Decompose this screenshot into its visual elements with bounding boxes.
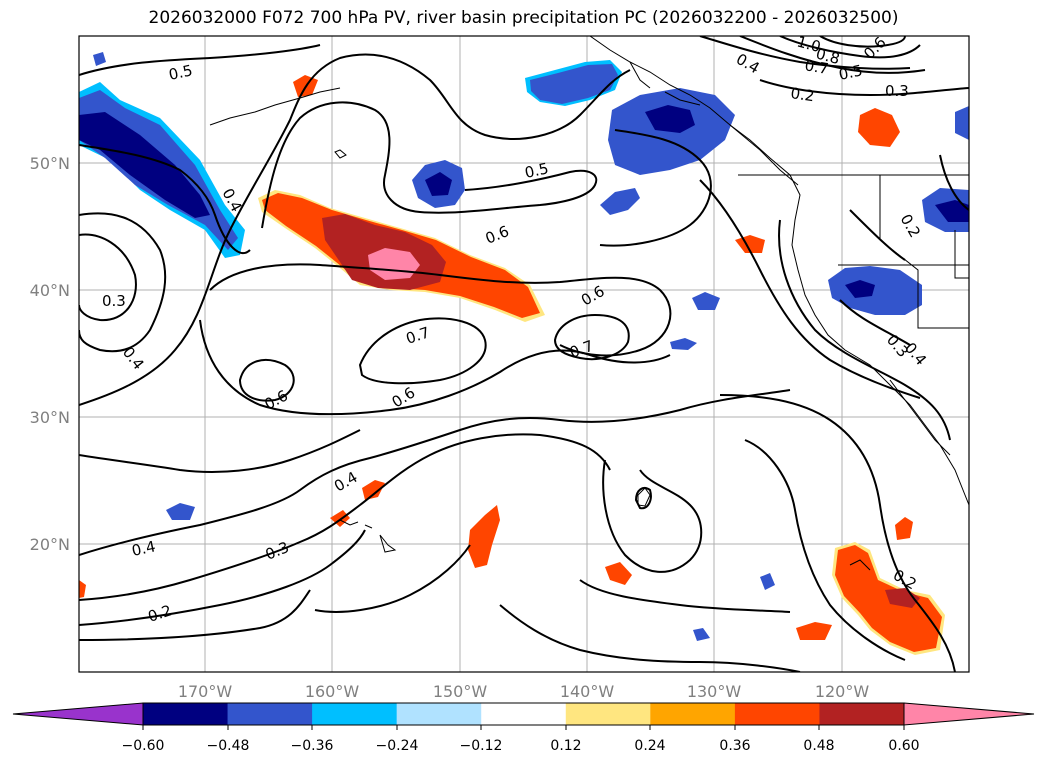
colorbar-bin (227, 703, 313, 725)
colorbar-tick-label: −0.12 (460, 738, 503, 754)
lat-tick-label: 30°N (30, 408, 70, 427)
colorbar-tick-label: 0.12 (550, 738, 581, 754)
contour-label: 0.3 (885, 82, 909, 100)
latitude-ticks: 50°N 40°N 30°N 20°N (30, 154, 70, 554)
colorbar-tick-label: −0.36 (291, 738, 334, 754)
coastlines (209, 36, 969, 571)
contour-label: 0.5 (523, 159, 550, 182)
contour-label: 0.5 (837, 61, 864, 84)
colorbar-bin (312, 703, 398, 725)
lon-tick-label: 150°W (433, 682, 488, 701)
contour-label: 0.6 (578, 282, 608, 310)
colorbar-bin (565, 703, 651, 725)
map-plot-area: 0.5 0.4 0.3 0.4 0.5 0.6 0.6 0.7 0.7 0.6 … (79, 32, 969, 672)
colorbar-bin (819, 703, 905, 725)
colorbar-over-arrow (903, 702, 1035, 726)
contour-label: 0.7 (404, 323, 432, 347)
colorbar-tick-label: 0.60 (888, 738, 919, 754)
lon-tick-label: 170°W (178, 682, 233, 701)
contour-label: 0.4 (130, 537, 157, 560)
colorbar-bin (650, 703, 736, 725)
contour-label: 0.7 (567, 337, 596, 362)
colorbar-tick-label: 0.36 (719, 738, 750, 754)
colorbar-tick-label: −0.60 (122, 738, 165, 754)
contour-labels: 0.5 0.4 0.3 0.4 0.5 0.6 0.6 0.7 0.7 0.6 … (102, 32, 930, 626)
contour-label: 0.6 (860, 33, 890, 63)
colorbar-tick-label: 0.48 (803, 738, 834, 754)
lon-tick-label: 120°W (815, 682, 870, 701)
lat-tick-label: 40°N (30, 281, 70, 300)
colorbar: −0.60 −0.48 −0.36 −0.24 −0.12 0.12 0.24 … (12, 702, 1035, 754)
contour-label: 0.6 (389, 383, 419, 411)
contour-label: 0.7 (803, 56, 830, 78)
colorbar-tick-label: 0.24 (634, 738, 665, 754)
contour-label: 0.2 (897, 211, 925, 241)
colorbar-tick-label: −0.48 (207, 738, 250, 754)
neg-patch-california (828, 266, 922, 315)
lon-tick-label: 130°W (687, 682, 742, 701)
lat-tick-label: 20°N (30, 535, 70, 554)
contour-label: 0.4 (733, 50, 763, 78)
map-title: 2026032000 F072 700 hPa PV, river basin … (148, 8, 899, 28)
contour-label: 0.6 (483, 222, 512, 248)
colorbar-tick-label: −0.24 (376, 738, 419, 754)
colorbar-bin (396, 703, 482, 725)
contour-label: 0.4 (331, 468, 361, 496)
pv-contours (79, 36, 969, 672)
lon-tick-label: 140°W (560, 682, 615, 701)
contour-label: 0.6 (261, 386, 291, 413)
colorbar-bin (734, 703, 820, 725)
colorbar-bin (143, 703, 229, 725)
lon-tick-label: 160°W (305, 682, 360, 701)
colorbar-bin (481, 703, 567, 725)
colorbar-outline (142, 702, 905, 726)
lat-tick-label: 50°N (30, 154, 70, 173)
contour-label: 0.3 (102, 292, 126, 310)
contour-label: 0.2 (146, 601, 174, 625)
contour-label: 1.0 (795, 32, 823, 56)
contour-label: 0.3 (263, 538, 292, 564)
contour-label: 0.5 (167, 61, 194, 84)
contour-label: 0.8 (814, 44, 842, 68)
map-frame (78, 35, 970, 673)
longitude-ticks: 170°W 160°W 150°W 140°W 130°W 120°W (178, 682, 870, 701)
negative-pc-shading (79, 52, 969, 641)
positive-pc-shading (79, 75, 945, 655)
contour-label: 0.2 (789, 84, 815, 105)
colorbar-under-arrow (12, 702, 144, 726)
contour-label: 0.4 (119, 343, 148, 373)
